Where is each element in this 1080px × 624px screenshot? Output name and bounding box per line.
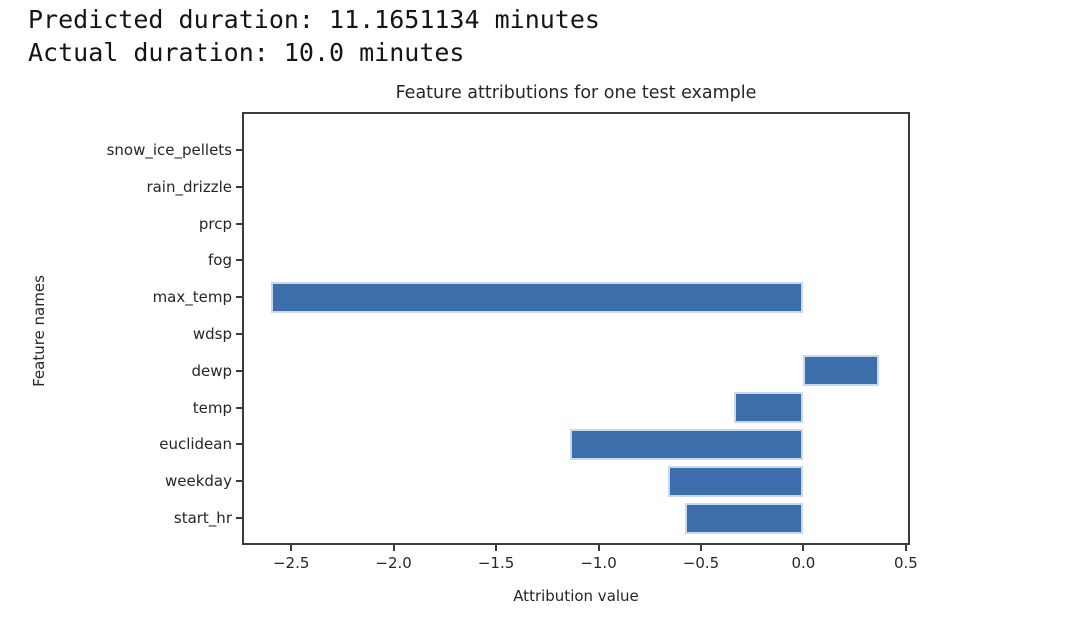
xtick-label: −2.5 (272, 554, 310, 572)
ytick-mark (236, 406, 242, 409)
ytick-mark (236, 369, 242, 372)
xtick-label: 0.0 (791, 554, 816, 572)
ytick-mark (236, 259, 242, 262)
xtick-label: −1.5 (477, 554, 515, 572)
x-axis-label: Attribution value (513, 587, 639, 605)
bar-weekday (668, 465, 804, 497)
ytick-label-weekday: weekday (164, 472, 232, 491)
xtick-label: −1.0 (580, 554, 617, 572)
ytick-label-snow_ice_pellets: snow_ice_pellets (106, 141, 232, 159)
bar-dewp (803, 355, 880, 387)
ytick-label-max_temp: max_temp (152, 288, 232, 307)
xtick-label: 0.5 (893, 554, 918, 572)
xtick-mark (904, 545, 907, 551)
xtick-mark (392, 545, 395, 551)
ytick-mark (236, 443, 242, 446)
ytick-label-fog: fog (208, 251, 232, 270)
ytick-mark (236, 333, 242, 335)
ytick-mark (236, 296, 242, 299)
ytick-mark (236, 222, 242, 225)
xtick-mark (597, 545, 600, 551)
bar-max_temp (270, 281, 804, 313)
ytick-mark (236, 185, 242, 188)
ytick-label-euclidean: euclidean (159, 435, 232, 454)
ytick-label-dewp: dewp (191, 361, 232, 380)
xtick-mark (699, 545, 702, 551)
ytick-label-prcp: prcp (198, 214, 232, 233)
xtick-mark (290, 545, 293, 551)
bar-start_hr (684, 502, 804, 534)
xtick-label: −0.5 (682, 554, 720, 572)
predicted-duration-text: Predicted duration: 11.1651134 minutes (28, 5, 600, 34)
xtick-label: −2.0 (375, 554, 412, 572)
xtick-mark (495, 545, 498, 551)
ytick-label-temp: temp (192, 398, 232, 417)
ytick-mark (236, 480, 242, 483)
plot-area (242, 112, 910, 545)
ytick-label-wdsp: wdsp (192, 325, 232, 343)
ytick-label-rain_drizzle: rain_drizzle (146, 177, 232, 196)
ytick-mark (236, 517, 242, 519)
bar-temp (733, 392, 804, 424)
ytick-label-start_hr: start_hr (173, 509, 232, 527)
xtick-mark (802, 545, 805, 551)
actual-duration-text: Actual duration: 10.0 minutes (28, 38, 465, 67)
bar-euclidean (569, 428, 804, 460)
duration-text-block: Predicted duration: 11.1651134 minutes Ac… (28, 3, 600, 69)
chart-title: Feature attributions for one test exampl… (395, 83, 757, 103)
ytick-mark (236, 149, 242, 151)
